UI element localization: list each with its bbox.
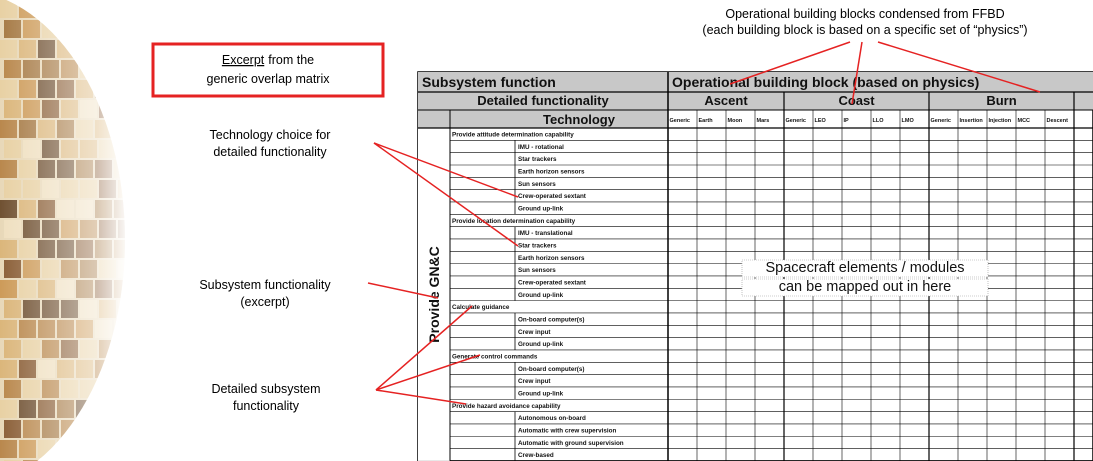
overlay-backdrop: [741, 259, 989, 278]
top-annotation-1: Operational building blocks condensed fr…: [725, 7, 1004, 21]
header-operational: Operational building block (based on phy…: [672, 74, 979, 90]
column-header: Earth: [699, 118, 714, 124]
column-header: Injection: [989, 118, 1012, 124]
column-header: Generic: [670, 118, 690, 124]
technology-row: Ground up-link: [518, 341, 564, 348]
detailed-annotation-1: Detailed subsystem: [211, 382, 320, 396]
callout-line: [729, 41, 851, 85]
callout-line: [375, 305, 473, 391]
function-row: Provide attitude determination capabilit…: [452, 132, 574, 139]
tech-annotation-1: Technology choice for: [210, 128, 331, 142]
technology-row: Earth horizon sensors: [518, 255, 585, 262]
callout-lines: [367, 41, 1041, 405]
phase-header: Ascent: [704, 93, 748, 108]
subsystem-annotation-1: Subsystem functionality: [199, 278, 331, 292]
top-annotation-2: (each building block is based on a speci…: [702, 23, 1027, 37]
column-header: LLO: [873, 118, 885, 124]
technology-row: Sun sensors: [518, 267, 556, 274]
function-row: Generate control commands: [452, 353, 538, 360]
technology-row: Earth horizon sensors: [518, 168, 585, 175]
technology-row: Ground up-link: [518, 292, 564, 299]
technology-row: Automatic with crew supervision: [518, 427, 616, 434]
image-fade: [0, 0, 130, 461]
overlay-backdrop: [741, 278, 989, 297]
overlay-text: can be mapped out in here: [779, 279, 952, 295]
detailed-annotation-2: functionality: [233, 399, 300, 413]
technology-row: IMU - rotational: [518, 144, 564, 151]
technology-row: Ground up-link: [518, 205, 564, 212]
subsystem-label: Provide GN&C: [426, 246, 442, 342]
function-row: Provide location determination capabilit…: [452, 218, 576, 225]
column-header: MCC: [1018, 118, 1031, 124]
column-header: Mars: [757, 118, 770, 124]
technology-row: On-board computer(s): [518, 316, 584, 323]
callout-line: [375, 389, 467, 405]
matrix-table: Subsystem function Operational building b…: [417, 71, 1093, 461]
excerpt-line-2: generic overlap matrix: [207, 72, 331, 86]
technology-row: Ground up-link: [518, 390, 564, 397]
technology-row: IMU - translational: [518, 230, 573, 237]
excerpt-rest: from the: [268, 53, 314, 67]
technology-row: Autonomous on-board: [518, 415, 586, 422]
header-fill: [418, 110, 668, 128]
callout-line: [367, 282, 439, 299]
technology-row: On-board computer(s): [518, 366, 584, 373]
technology-row: Crew-operated sextant: [518, 279, 587, 286]
header-fill: [418, 72, 1093, 110]
column-header: Generic: [931, 118, 951, 124]
column-header: LEO: [815, 118, 827, 124]
excerpt-box: [151, 42, 385, 98]
technology-row: Automatic with ground supervision: [518, 440, 624, 447]
callout-line: [375, 354, 481, 391]
column-header: Descent: [1047, 118, 1069, 124]
callout-line: [877, 41, 1041, 93]
subsystem-annotation-2: (excerpt): [240, 295, 289, 309]
header-detailed: Detailed functionality: [477, 93, 609, 108]
header-subsystem-function: Subsystem function: [422, 74, 556, 90]
technology-row: Crew input: [518, 329, 551, 336]
header-technology: Technology: [543, 112, 616, 127]
column-header: Insertion: [960, 118, 984, 124]
callout-line: [373, 142, 519, 198]
excerpt-underlined: Excerpt: [222, 53, 265, 67]
column-header: LMO: [902, 118, 915, 124]
overlay-text: Spacecraft elements / modules: [765, 260, 964, 276]
column-header: Moon: [728, 118, 743, 124]
technology-row: Crew-operated sextant: [518, 193, 587, 200]
phase-header: Coast: [838, 93, 875, 108]
column-header: Generic: [786, 118, 806, 124]
column-header: IP: [844, 118, 850, 124]
technology-row: Crew input: [518, 378, 551, 385]
technology-row: Crew-based: [518, 452, 554, 459]
phase-header: Burn: [986, 93, 1016, 108]
callout-line: [373, 142, 519, 247]
technology-row: Star trackers: [518, 156, 557, 163]
technology-row: Sun sensors: [518, 181, 556, 188]
callout-line: [851, 41, 863, 105]
tech-annotation-2: detailed functionality: [213, 145, 327, 159]
technology-row: Star trackers: [518, 242, 557, 249]
function-row: Provide hazard avoidance capability: [452, 403, 561, 410]
function-row: Calculate guidance: [452, 304, 510, 311]
excerpt-line-1: Excerpt from the: [222, 53, 314, 67]
